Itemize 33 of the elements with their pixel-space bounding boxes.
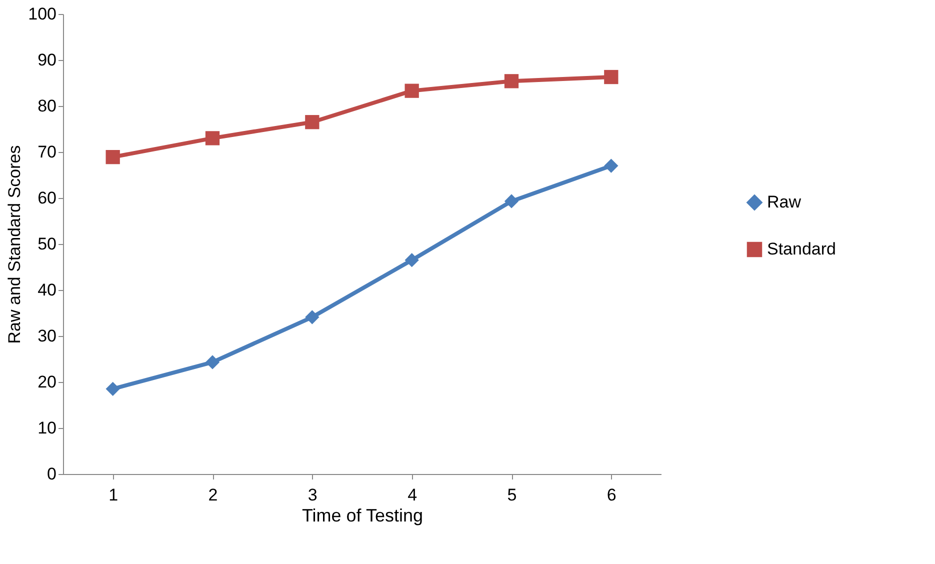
point (305, 115, 320, 130)
legend-label: Standard (767, 240, 836, 258)
x-tick-label: 3 (308, 486, 318, 504)
point (305, 310, 320, 324)
x-tick-label: 6 (606, 486, 616, 504)
y-tick-label: 0 (47, 464, 56, 484)
x-tick-label: 2 (208, 486, 218, 504)
x-axis-title: Time of Testing (302, 506, 424, 526)
point (205, 355, 220, 370)
x-tick-label: 1 (108, 486, 118, 504)
y-tick-label: 70 (38, 142, 56, 162)
y-tick-label: 10 (38, 418, 56, 438)
y-tick-label: 20 (38, 372, 56, 392)
y-tick-label: 100 (28, 4, 56, 24)
point (504, 194, 519, 208)
point (106, 382, 120, 396)
point (404, 253, 419, 268)
point (205, 131, 220, 146)
x-tick-label: 4 (408, 486, 418, 504)
x-tick-label: 5 (507, 486, 517, 504)
y-tick-label: 50 (38, 234, 56, 254)
y-tick-label: 80 (38, 96, 56, 116)
point (404, 84, 419, 98)
y-tick-label: 90 (38, 50, 56, 70)
legend-label: Raw (767, 192, 802, 212)
point (504, 74, 519, 88)
y-tick-label: 40 (38, 280, 56, 300)
y-tick-label: 30 (38, 326, 56, 346)
point (106, 150, 120, 164)
point (604, 70, 618, 84)
y-tick-label: 60 (38, 188, 56, 208)
point (604, 158, 618, 173)
y-axis-title: Raw and Standard Scores (5, 145, 24, 344)
